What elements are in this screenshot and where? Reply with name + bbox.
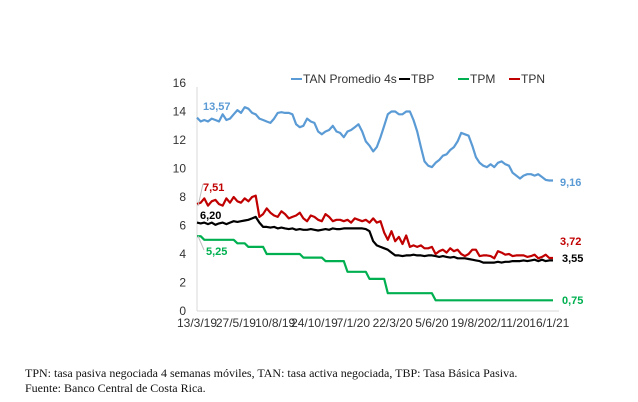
series-line-tbp <box>196 215 553 264</box>
x-tick-label: 5/6/20 <box>415 316 449 330</box>
series-line-tpm <box>197 235 553 302</box>
x-tick-label: 16/1/21 <box>529 316 569 330</box>
data-label-first-tpn: 7,51 <box>203 182 224 194</box>
data-label-last-tpn: 3,72 <box>560 236 581 248</box>
data-label-last-tpm: 0,75 <box>562 295 583 307</box>
y-tick-label: 8 <box>179 190 186 204</box>
x-tick-label: 13/3/19 <box>177 316 217 330</box>
legend-label-tpn: TPN <box>521 72 545 86</box>
legend-label-tpm: TPM <box>470 72 495 86</box>
series-group <box>196 106 553 302</box>
data-label-first-tpm: 5,25 <box>206 246 227 258</box>
chart-legend: TAN Promedio 4s TBP TPM TPN <box>291 72 545 86</box>
leader-line-tpm <box>197 235 205 251</box>
x-tick-label: 24/10/19 <box>291 316 338 330</box>
caption-definitions: TPN: tasa pasiva negociada 4 semanas móv… <box>25 366 518 380</box>
x-tick-label: 22/3/20 <box>373 316 413 330</box>
legend-label-tbp: TBP <box>411 72 434 86</box>
x-tick-label: 10/8/19 <box>255 316 295 330</box>
data-label-last-tbp: 3,55 <box>562 253 583 265</box>
y-tick-label: 6 <box>179 219 186 233</box>
series-line-tpn <box>196 194 553 260</box>
y-tick-label: 4 <box>179 247 186 261</box>
line-chart: TAN Promedio 4s TBP TPM TPN 0 2 4 6 8 10 12 14 16 1… <box>173 72 584 330</box>
y-axis: 0 2 4 6 8 10 12 14 16 <box>173 76 198 318</box>
x-tick-label: 19/8/20 <box>451 316 491 330</box>
x-tick-label: 27/5/19 <box>216 316 256 330</box>
series-line-tan-promedio-4s <box>196 106 553 182</box>
data-labels: 13,57 9,16 6,20 3,55 5,25 0,75 7,51 3,72 <box>197 101 583 307</box>
y-tick-label: 0 <box>179 304 186 318</box>
y-tick-label: 16 <box>173 76 187 90</box>
x-tick-label: 2/11/20 <box>490 316 529 330</box>
data-label-first-tbp: 6,20 <box>200 210 221 222</box>
y-tick-label: 2 <box>179 276 186 290</box>
caption-source: Fuente: Banco Central de Costa Rica. <box>25 381 206 395</box>
x-tick-label: 7/1/20 <box>337 316 371 330</box>
y-tick-label: 10 <box>173 162 187 176</box>
data-label-last-tan-promedio-4s: 9,16 <box>560 177 581 189</box>
data-label-first-tan-promedio-4s: 13,57 <box>203 101 231 113</box>
y-tick-label: 14 <box>173 105 187 119</box>
legend-label-tan-promedio-4s: TAN Promedio 4s <box>303 72 397 86</box>
y-tick-label: 12 <box>173 133 187 147</box>
leader-line-tpn <box>197 183 204 207</box>
